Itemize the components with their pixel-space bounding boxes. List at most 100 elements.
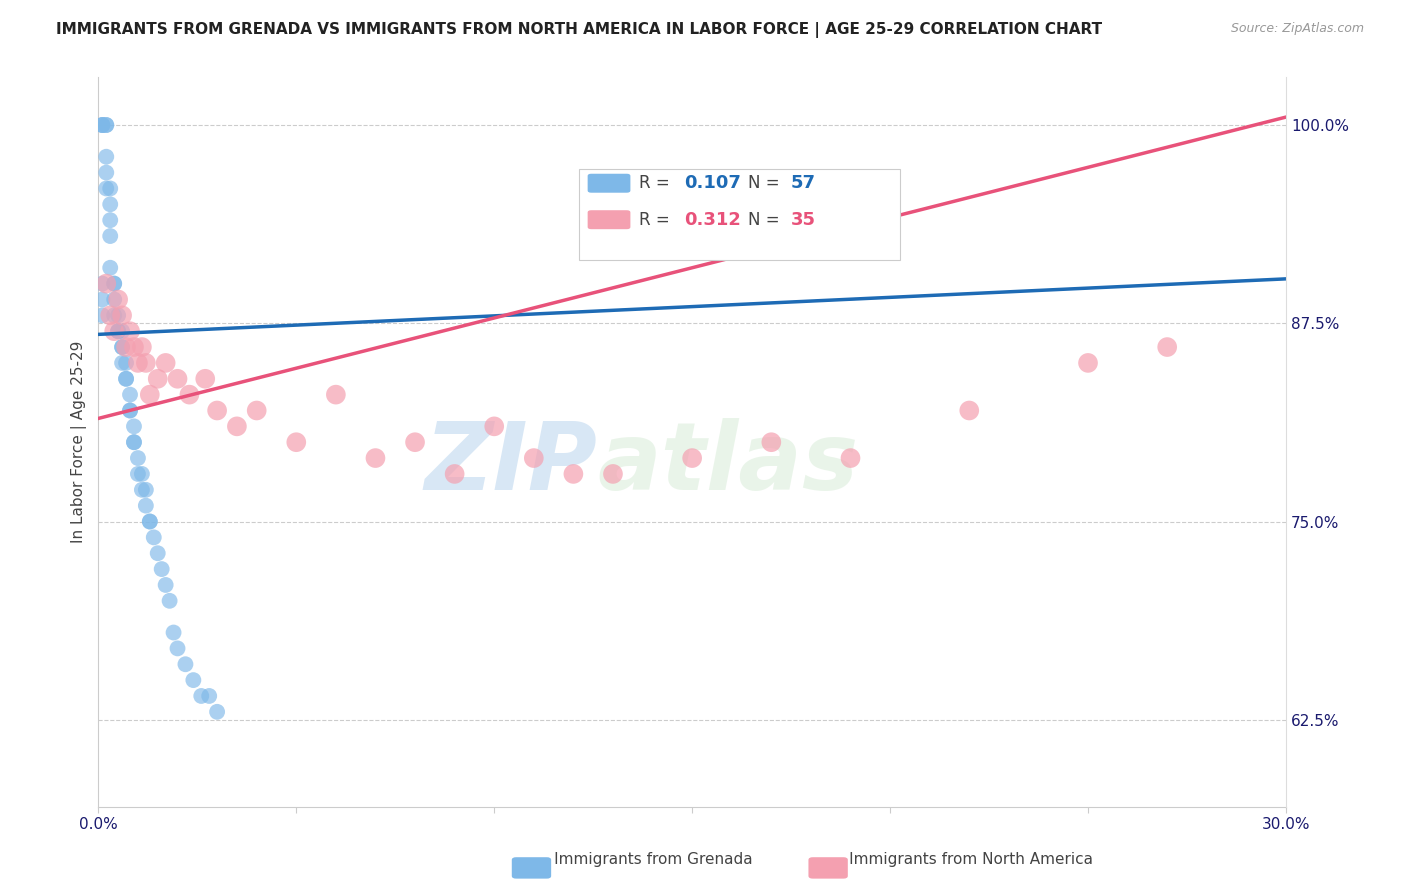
Point bbox=[562, 467, 585, 481]
Text: Immigrants from Grenada: Immigrants from Grenada bbox=[520, 852, 752, 867]
Text: Immigrants from North America: Immigrants from North America bbox=[815, 852, 1094, 867]
Point bbox=[107, 324, 129, 338]
Text: atlas: atlas bbox=[598, 418, 859, 510]
Point bbox=[98, 213, 121, 227]
Point bbox=[122, 435, 145, 450]
Point bbox=[957, 403, 980, 417]
Point bbox=[155, 578, 177, 592]
Point bbox=[118, 324, 141, 338]
Point bbox=[135, 356, 157, 370]
Point bbox=[142, 530, 165, 544]
Point bbox=[246, 403, 269, 417]
Point bbox=[131, 340, 153, 354]
Text: N =: N = bbox=[748, 211, 785, 228]
Point bbox=[118, 403, 141, 417]
Point bbox=[103, 277, 125, 291]
Point bbox=[139, 387, 162, 401]
Point bbox=[91, 118, 114, 132]
Point bbox=[839, 451, 862, 466]
Point bbox=[139, 515, 162, 529]
Point bbox=[122, 419, 145, 434]
Point bbox=[146, 372, 169, 386]
Point bbox=[96, 118, 118, 132]
Point bbox=[91, 309, 114, 323]
Text: Source: ZipAtlas.com: Source: ZipAtlas.com bbox=[1230, 22, 1364, 36]
Point bbox=[602, 467, 624, 481]
Y-axis label: In Labor Force | Age 25-29: In Labor Force | Age 25-29 bbox=[72, 341, 87, 543]
Text: N =: N = bbox=[748, 174, 785, 192]
Point bbox=[111, 309, 134, 323]
Point bbox=[96, 150, 118, 164]
Point bbox=[150, 562, 173, 576]
Point bbox=[135, 483, 157, 497]
Point bbox=[96, 181, 118, 195]
Point bbox=[198, 689, 221, 703]
Point bbox=[107, 309, 129, 323]
Point bbox=[484, 419, 506, 434]
Text: 57: 57 bbox=[790, 174, 815, 192]
Point bbox=[162, 625, 184, 640]
Point bbox=[115, 340, 138, 354]
Point bbox=[131, 467, 153, 481]
FancyBboxPatch shape bbox=[588, 174, 630, 193]
Point bbox=[205, 403, 228, 417]
Point bbox=[127, 451, 149, 466]
Point bbox=[96, 118, 118, 132]
Point bbox=[103, 324, 125, 338]
Point bbox=[98, 229, 121, 244]
Point bbox=[98, 181, 121, 195]
Point bbox=[1077, 356, 1099, 370]
Point bbox=[118, 403, 141, 417]
Point bbox=[155, 356, 177, 370]
Text: R =: R = bbox=[638, 211, 675, 228]
Point bbox=[205, 705, 228, 719]
Point bbox=[118, 387, 141, 401]
Point bbox=[443, 467, 465, 481]
Point bbox=[115, 372, 138, 386]
Point bbox=[1156, 340, 1178, 354]
Point bbox=[91, 118, 114, 132]
Point bbox=[127, 356, 149, 370]
Text: 0.312: 0.312 bbox=[683, 211, 741, 228]
Text: R =: R = bbox=[638, 174, 675, 192]
Point bbox=[159, 594, 181, 608]
Point bbox=[166, 641, 188, 656]
Point bbox=[103, 293, 125, 307]
Point bbox=[111, 324, 134, 338]
Point bbox=[111, 356, 134, 370]
Point bbox=[98, 309, 121, 323]
Point bbox=[107, 324, 129, 338]
Point bbox=[404, 435, 426, 450]
Point bbox=[131, 483, 153, 497]
Point bbox=[183, 673, 205, 687]
Point bbox=[179, 387, 201, 401]
Text: IMMIGRANTS FROM GRENADA VS IMMIGRANTS FROM NORTH AMERICA IN LABOR FORCE | AGE 25: IMMIGRANTS FROM GRENADA VS IMMIGRANTS FR… bbox=[56, 22, 1102, 38]
Point bbox=[681, 451, 703, 466]
Point bbox=[285, 435, 308, 450]
Point bbox=[364, 451, 387, 466]
Point bbox=[111, 340, 134, 354]
Text: ZIP: ZIP bbox=[425, 418, 598, 510]
Point bbox=[122, 435, 145, 450]
Point bbox=[122, 340, 145, 354]
Point bbox=[166, 372, 188, 386]
Point bbox=[146, 546, 169, 560]
Point bbox=[96, 165, 118, 179]
Point bbox=[91, 293, 114, 307]
Point bbox=[115, 372, 138, 386]
Point bbox=[135, 499, 157, 513]
Point bbox=[115, 356, 138, 370]
Point bbox=[107, 293, 129, 307]
Point bbox=[225, 419, 247, 434]
Point bbox=[107, 324, 129, 338]
Point bbox=[523, 451, 546, 466]
Point bbox=[139, 515, 162, 529]
Point bbox=[103, 309, 125, 323]
Text: 0.107: 0.107 bbox=[683, 174, 741, 192]
Point bbox=[91, 277, 114, 291]
FancyBboxPatch shape bbox=[579, 169, 900, 260]
Point bbox=[111, 340, 134, 354]
Point bbox=[194, 372, 217, 386]
Point bbox=[98, 260, 121, 275]
Point bbox=[127, 467, 149, 481]
